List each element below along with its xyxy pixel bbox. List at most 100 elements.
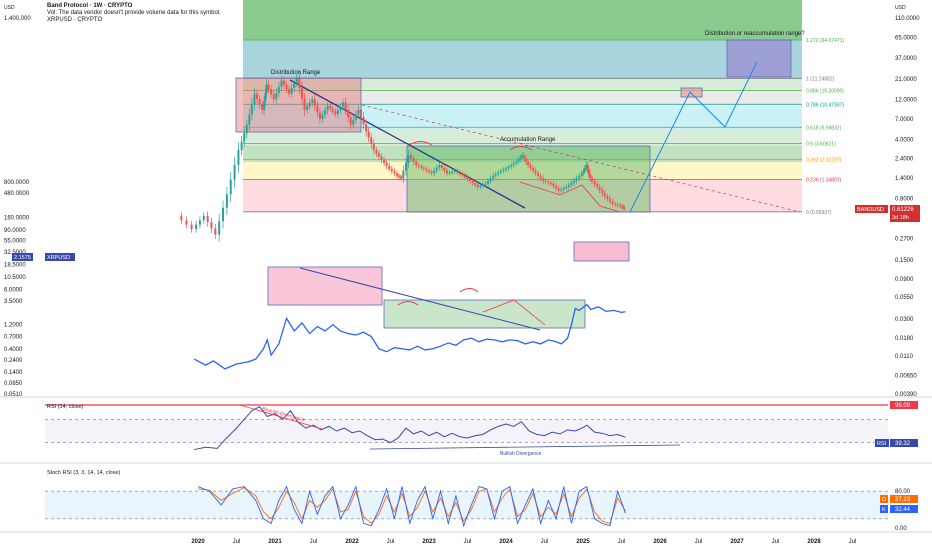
- band-candle-body: [331, 108, 334, 112]
- volume-note: Vol: The data vendor doesn't provide vol…: [47, 10, 221, 16]
- band-candle-body: [484, 183, 487, 185]
- band-candle-body: [237, 150, 240, 165]
- band-candle-body: [578, 175, 581, 179]
- right-price-axis: 110.0000 65.0000 37.0000 21.0000 12.0000 7.00…: [855, 5, 920, 398]
- divergence-label: Bullish Divergence: [500, 451, 542, 457]
- time-axis: 2020 Jul 2021 Jul 2022 Jul 2023 Jul 2024 Jul 2025 J…: [191, 539, 856, 545]
- time-axis-tick-label: 2027: [730, 539, 744, 545]
- rsi-last-tag: [890, 439, 918, 447]
- stoch-title: Stoch RSI (3, 3, 14, 14, close): [47, 470, 121, 476]
- band-candle-body: [448, 172, 451, 174]
- stoch-k-value: 32.44: [895, 507, 911, 513]
- band-candle-body: [185, 220, 188, 225]
- band-candle-body: [430, 171, 433, 174]
- band-last-price-tag: [890, 205, 920, 222]
- band-candle-body: [402, 170, 405, 179]
- rsi-band-fill: [45, 419, 888, 443]
- band-red-projection: [519, 181, 621, 213]
- band-candle-body: [261, 104, 264, 110]
- right-axis-tick-label: 2.4000: [895, 156, 914, 162]
- left-axis-tick-label: 800.0000: [4, 180, 30, 186]
- stoch-d-value: 37.13: [895, 497, 911, 503]
- left-axis-tick-label: 0.0510: [4, 392, 23, 398]
- band-candle-body: [248, 114, 251, 125]
- band-candle-body: [560, 189, 563, 191]
- axes-layer: [0, 396, 932, 533]
- band-candle-body: [499, 171, 502, 173]
- band-candle-body: [388, 165, 391, 169]
- band-candle-body: [295, 77, 298, 83]
- band-descending-trendline: [289, 79, 526, 209]
- left-axis-tick-label: 1,400,000: [4, 16, 31, 22]
- band-candle-body: [275, 93, 278, 100]
- right-axis-tick-label: 0.0300: [895, 317, 914, 323]
- currency-label: USD: [4, 5, 15, 11]
- right-axis-tick-label: 0.0180: [895, 336, 914, 342]
- band-candle-body: [253, 93, 256, 105]
- band-candle-body: [428, 170, 430, 172]
- stoch-k-tag-name-text: K: [882, 507, 886, 513]
- top-arc: [397, 301, 419, 306]
- band-candle-body: [395, 173, 398, 176]
- stoch-k-tag-name: [880, 505, 888, 513]
- band-candle-body: [190, 224, 193, 229]
- fib-level-label: 0.886 (15.20090): [806, 89, 844, 95]
- target-box-2: [726, 39, 792, 78]
- band-candle-body: [311, 99, 314, 103]
- band-candle-body: [440, 165, 443, 168]
- band-candle-body: [336, 110, 339, 115]
- band-candle-body: [542, 178, 545, 181]
- band-candle-body: [265, 84, 268, 93]
- time-axis-tick-label: 2020: [191, 539, 205, 545]
- time-axis-tick-label: Jul: [387, 539, 395, 545]
- stoch-tick-label: 0.00: [895, 526, 907, 532]
- band-candle-body: [585, 165, 588, 168]
- right-axis-tick-label: 7.0000: [895, 117, 914, 123]
- band-candle-body: [575, 178, 578, 181]
- band-candle-body: [549, 182, 552, 184]
- top-arc: [509, 146, 533, 151]
- band-candle-body: [293, 82, 296, 89]
- band-candle-body: [243, 133, 246, 142]
- band-candle-body: [557, 188, 560, 191]
- fib-level-label: 0.236 (1.34807): [806, 178, 842, 184]
- band-candle-body: [458, 172, 461, 175]
- band-candle-body: [539, 175, 542, 179]
- xrp-top-box: [573, 241, 630, 262]
- left-axis-tick-label: 0.4000: [4, 347, 23, 353]
- band-candle-body: [451, 171, 454, 173]
- xrp-last-price-tag: [12, 253, 33, 261]
- xrp-symbol-tag-text: XRPUSD: [47, 255, 70, 261]
- band-candle-body: [435, 167, 438, 171]
- band-candle-body: [180, 215, 183, 221]
- left-axis-tick-label: 480.0000: [4, 191, 30, 197]
- band-candle-body: [359, 109, 362, 118]
- time-axis-tick-label: 2025: [576, 539, 590, 545]
- stoch-d-tag: [890, 495, 918, 503]
- stoch-pane: Stoch RSI (3, 3, 14, 14, close) 80.00 0.00…: [45, 470, 918, 532]
- band-candle-body: [537, 173, 540, 176]
- band-candle-body: [567, 184, 570, 187]
- band-candle-body: [582, 170, 585, 174]
- stoch-tick-label: 80.00: [895, 489, 911, 495]
- band-candle-body: [614, 203, 617, 205]
- band-candle-body: [422, 167, 425, 169]
- right-axis-tick-label: 0.1500: [895, 258, 914, 264]
- band-candle-body: [601, 190, 604, 194]
- band-candle-body: [383, 159, 386, 163]
- band-candle-body: [534, 170, 537, 174]
- band-candle-body: [552, 183, 555, 187]
- band-candle-body: [397, 175, 400, 177]
- left-axis-tick-label: 0.0850: [4, 381, 23, 387]
- band-candle-body: [270, 89, 273, 95]
- band-candle-body: [407, 155, 410, 163]
- band-candle-body: [587, 169, 590, 174]
- left-axis-tick-label: 6.0000: [4, 287, 23, 293]
- time-axis-tick-label: Jul: [541, 539, 549, 545]
- left-axis-tick-label: 18.5000: [4, 263, 26, 269]
- right-axis-tick-label: 0.00390: [895, 392, 917, 398]
- band-candle-body: [380, 156, 383, 160]
- band-candle-body: [354, 114, 357, 120]
